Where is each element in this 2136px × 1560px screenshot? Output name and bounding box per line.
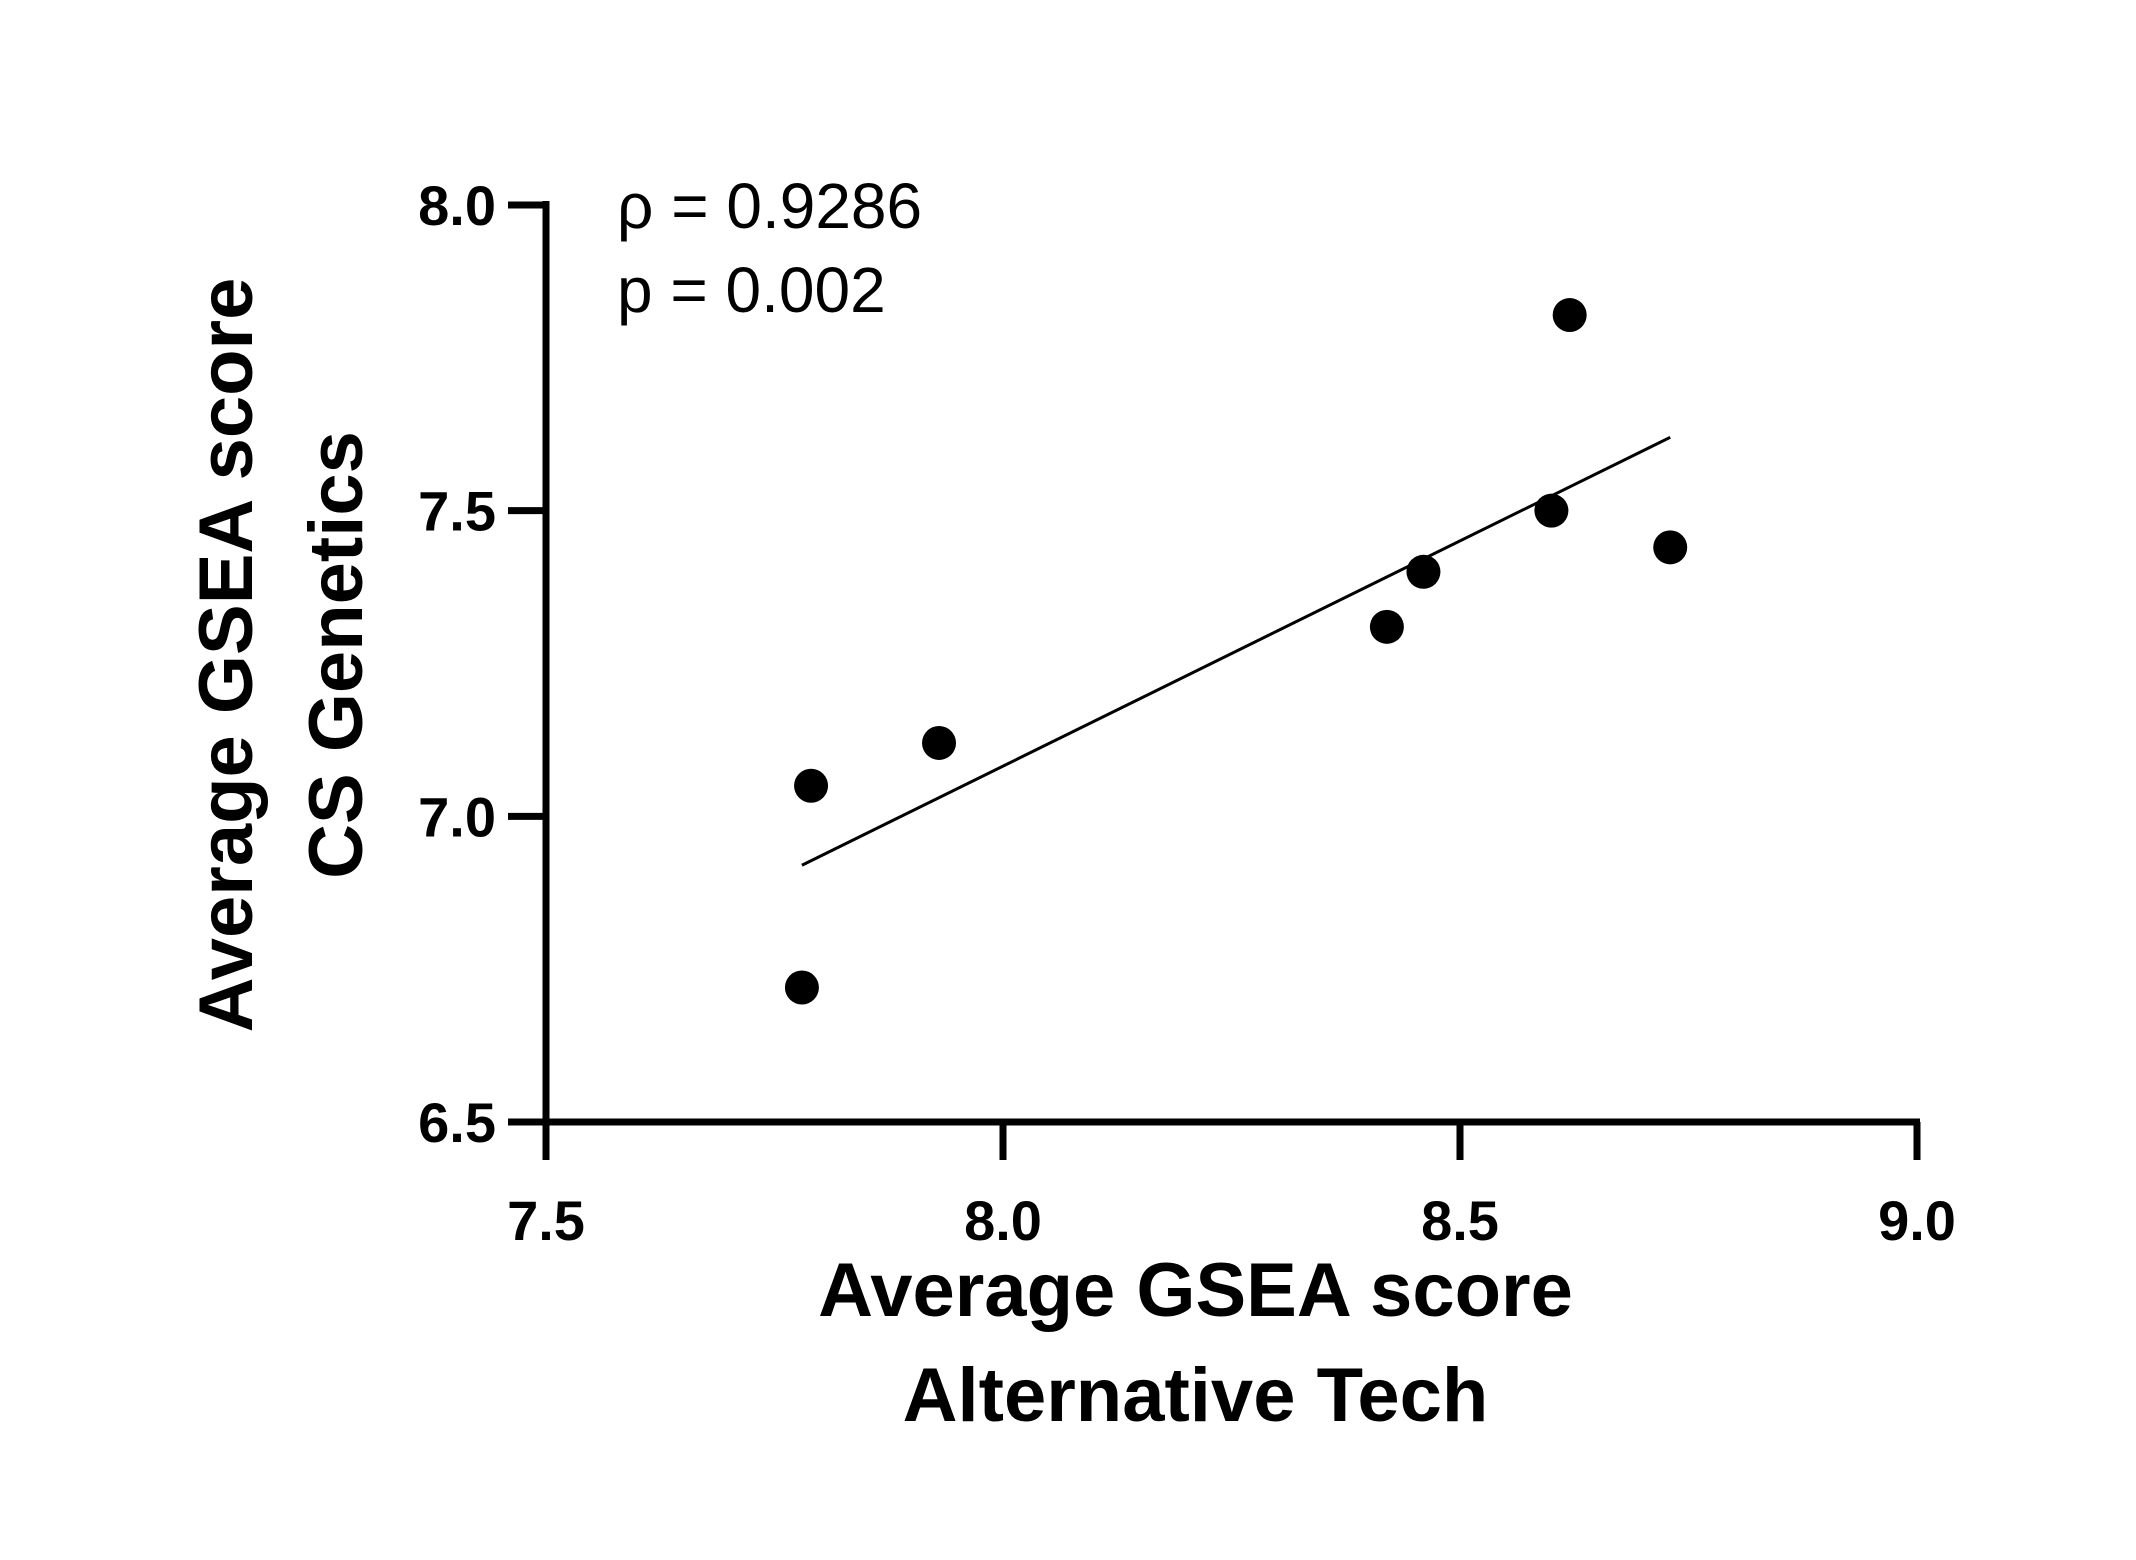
- y-tick-label: 6.5: [418, 1091, 496, 1154]
- y-axis-title-line: CS Genetics: [294, 431, 379, 879]
- y-tick-label: 8.0: [418, 174, 496, 237]
- rho-annotation: ρ = 0.9286: [617, 170, 922, 242]
- data-point: [1369, 609, 1404, 644]
- x-axis: 7.5 8.0 8.5 9.0: [507, 1118, 1956, 1252]
- y-tick-label: 7.5: [418, 480, 496, 543]
- axis-titles: Average GSEA score Alternative Tech Averag…: [184, 278, 1573, 1438]
- data-point: [1653, 530, 1688, 565]
- data-point: [922, 725, 957, 760]
- trendline: [801, 435, 1671, 867]
- x-tick-label: 8.5: [1421, 1189, 1499, 1252]
- data-points: [784, 298, 1688, 1005]
- data-point: [794, 768, 829, 803]
- annotations: ρ = 0.9286 p = 0.002: [617, 170, 922, 326]
- x-axis-title-line: Average GSEA score: [818, 1248, 1573, 1333]
- x-tick-label: 7.5: [507, 1189, 585, 1252]
- y-axis-title-line: Average GSEA score: [184, 278, 269, 1033]
- y-tick-label: 7.0: [418, 785, 496, 848]
- x-tick-label: 8.0: [964, 1189, 1042, 1252]
- y-axis: 6.5 7.0 7.5 8.0: [418, 174, 550, 1154]
- data-point: [1552, 298, 1587, 333]
- data-point: [1406, 554, 1441, 589]
- x-tick-label: 9.0: [1878, 1189, 1956, 1252]
- data-point: [1534, 493, 1569, 528]
- p-value-annotation: p = 0.002: [617, 254, 886, 326]
- trendline-group: [801, 435, 1671, 867]
- data-point: [784, 970, 819, 1005]
- x-axis-title-line: Alternative Tech: [903, 1353, 1489, 1438]
